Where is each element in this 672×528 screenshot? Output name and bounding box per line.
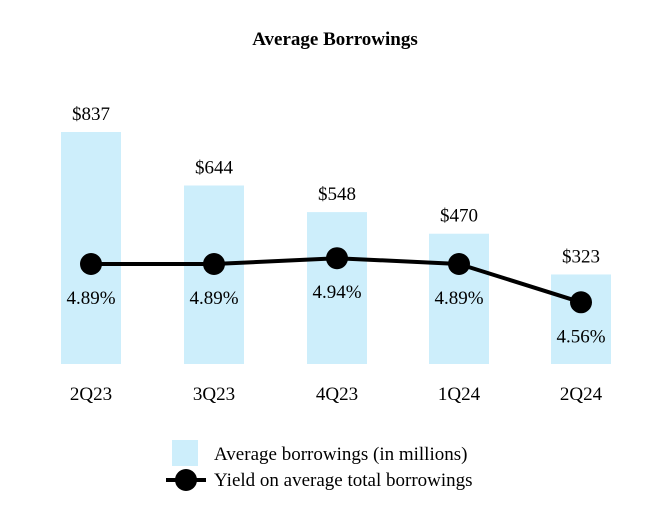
bar-label-2Q24: $323 — [562, 246, 600, 267]
bar-4Q23 — [307, 212, 367, 364]
chart-title: Average Borrowings — [252, 29, 418, 50]
bar-label-3Q23: $644 — [195, 157, 234, 178]
x-tick-1Q24: 1Q24 — [438, 384, 481, 405]
x-tick-2Q23: 2Q23 — [70, 384, 112, 405]
yield-label-2Q24: 4.56% — [556, 326, 605, 347]
yield-point-3Q23 — [203, 253, 225, 275]
yield-label-1Q24: 4.89% — [434, 288, 483, 309]
bar-2Q24 — [551, 274, 611, 364]
yield-label-2Q23: 4.89% — [66, 288, 115, 309]
yield-value-labels: 4.89% 4.89% 4.94% 4.89% 4.56% — [66, 282, 605, 347]
yield-point-4Q23 — [326, 247, 348, 270]
legend-label-line: Yield on average total borrowings — [214, 470, 473, 491]
legend-swatch-marker — [175, 469, 197, 491]
x-tick-2Q24: 2Q24 — [560, 384, 603, 405]
yield-point-2Q24 — [570, 291, 592, 314]
legend: Average borrowings (in millions) Yield o… — [166, 440, 473, 491]
x-axis-tick-labels: 2Q23 3Q23 4Q23 1Q24 2Q24 — [70, 384, 603, 405]
yield-point-2Q23 — [80, 253, 102, 275]
yield-point-1Q24 — [448, 253, 470, 275]
yield-label-4Q23: 4.94% — [312, 282, 361, 303]
yield-label-3Q23: 4.89% — [189, 288, 238, 309]
legend-swatch-bar — [172, 440, 198, 466]
bar-label-2Q23: $837 — [72, 104, 110, 125]
yield-line-series — [80, 247, 592, 314]
legend-label-bar: Average borrowings (in millions) — [214, 444, 467, 465]
bar-label-4Q23: $548 — [318, 184, 356, 205]
x-tick-3Q23: 3Q23 — [193, 384, 235, 405]
bar-value-labels: $837 $644 $548 $470 $323 — [72, 104, 600, 267]
x-tick-4Q23: 4Q23 — [316, 384, 358, 405]
bar-label-1Q24: $470 — [440, 206, 478, 227]
bar-2Q23 — [61, 132, 121, 364]
